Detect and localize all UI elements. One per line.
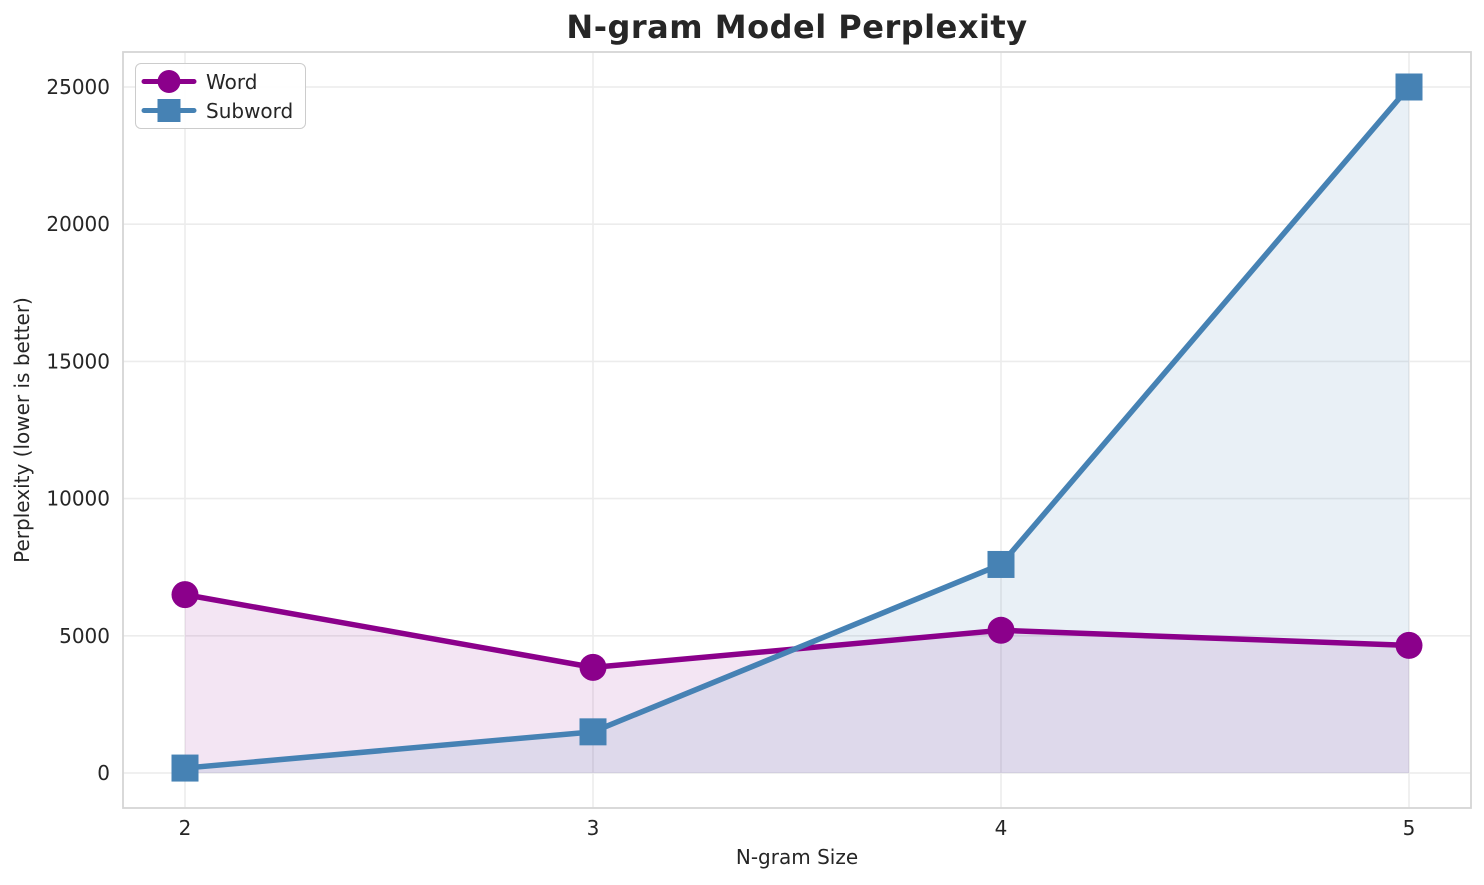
legend-item-subword: Subword <box>141 96 293 125</box>
subword-marker <box>1395 73 1423 101</box>
x-axis-label: N-gram Size <box>735 845 859 869</box>
subword-line <box>182 84 1412 771</box>
y-tick-label: 0 <box>97 761 110 785</box>
legend-item-word: Word <box>141 67 293 96</box>
subword-marker <box>987 550 1015 578</box>
word-area-fill <box>185 594 1409 773</box>
plot-border <box>122 51 1472 809</box>
x-tick-label: 4 <box>995 816 1008 840</box>
x-tick-label: 5 <box>1403 816 1416 840</box>
square-marker-icon <box>141 99 197 122</box>
legend: Word Subword <box>135 63 307 129</box>
x-tick-label: 3 <box>587 816 600 840</box>
subword-marker <box>171 754 199 782</box>
subword-marker <box>579 718 607 746</box>
chart-title: N-gram Model Perplexity <box>566 8 1028 46</box>
circle-marker-icon <box>141 70 197 93</box>
subword-area-fill <box>185 87 1409 773</box>
y-tick-label: 15000 <box>46 349 110 373</box>
word-marker <box>987 616 1015 644</box>
word-marker <box>171 581 199 609</box>
legend-label: Word <box>206 69 258 94</box>
legend-label: Subword <box>206 98 294 123</box>
word-marker <box>1395 631 1423 659</box>
y-tick-label: 25000 <box>46 75 110 99</box>
y-tick-label: 5000 <box>59 624 110 648</box>
word-marker <box>579 653 607 681</box>
y-tick-label: 10000 <box>46 487 110 511</box>
x-tick-label: 2 <box>179 816 192 840</box>
y-tick-label: 20000 <box>46 212 110 236</box>
